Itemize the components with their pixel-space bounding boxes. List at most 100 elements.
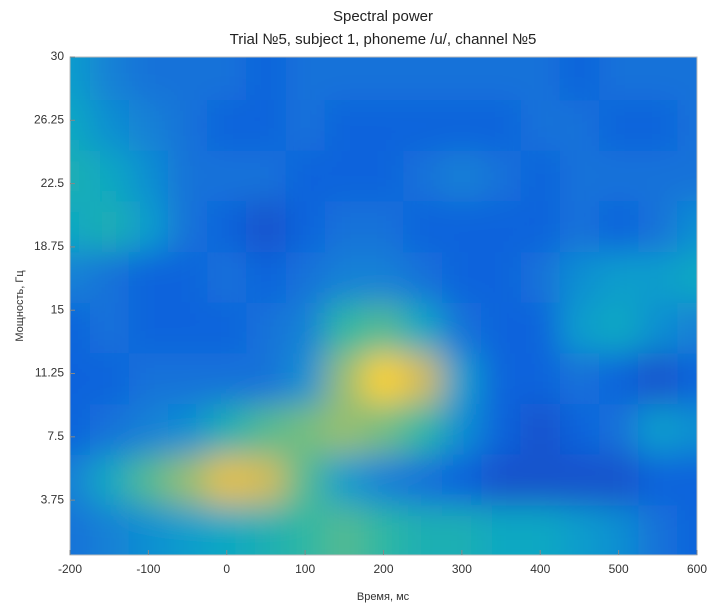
- heat-cell: [403, 403, 444, 455]
- heat-cell: [638, 504, 679, 555]
- heat-cell: [559, 352, 601, 405]
- heat-cell: [167, 403, 209, 455]
- heat-cell: [481, 352, 522, 405]
- heat-cell: [207, 57, 248, 101]
- x-axis-label: Время, мс: [357, 591, 410, 603]
- heat-cell: [89, 57, 130, 101]
- heat-cell: [559, 57, 601, 101]
- heat-cell: [403, 149, 444, 202]
- heat-cell: [559, 403, 601, 455]
- heat-cell: [70, 99, 91, 151]
- heat-cell: [638, 57, 679, 101]
- heat-cell: [520, 99, 561, 151]
- heat-cell: [403, 453, 444, 506]
- heat-cell: [246, 200, 287, 253]
- y-tick-label: 26.25: [34, 112, 64, 126]
- heat-cell: [403, 301, 444, 354]
- x-tick-label: 100: [295, 562, 315, 576]
- y-tick-label: 18.75: [34, 239, 64, 253]
- y-tick-label: 7.5: [47, 429, 64, 443]
- x-tick-label: 200: [373, 562, 393, 576]
- heat-cell: [70, 200, 91, 253]
- heat-cell: [559, 149, 601, 202]
- heat-cell: [285, 251, 326, 303]
- heat-cell: [167, 301, 209, 354]
- heat-cell: [246, 453, 287, 506]
- heat-cell: [167, 200, 209, 253]
- heat-cell: [70, 504, 91, 555]
- heat-cell: [363, 352, 405, 405]
- heat-cell: [403, 352, 444, 405]
- heat-cell: [285, 453, 326, 506]
- heat-cell: [285, 301, 326, 354]
- heat-cell: [520, 57, 561, 101]
- heat-cell: [363, 251, 405, 303]
- heat-cell: [128, 504, 169, 555]
- heat-cell: [442, 403, 483, 455]
- heat-cell: [89, 352, 130, 405]
- heat-cell: [70, 352, 91, 405]
- heat-cell: [442, 57, 483, 101]
- heat-cell: [559, 251, 601, 303]
- heat-cell: [285, 200, 326, 253]
- heat-cell: [442, 301, 483, 354]
- heat-cell: [520, 200, 561, 253]
- heat-cell: [559, 453, 601, 506]
- x-tick-label: 500: [609, 562, 629, 576]
- heat-cell: [481, 504, 522, 555]
- heat-cell: [599, 57, 640, 101]
- heat-cell: [207, 352, 248, 405]
- heat-cell: [638, 403, 679, 455]
- heat-cell: [167, 453, 209, 506]
- heat-cell: [89, 99, 130, 151]
- heat-cell: [520, 403, 561, 455]
- heat-cell: [89, 403, 130, 455]
- heat-cell: [89, 149, 130, 202]
- heat-cell: [442, 149, 483, 202]
- heat-cell: [324, 301, 365, 354]
- heat-cell: [599, 99, 640, 151]
- x-tick-label: -100: [136, 562, 160, 576]
- heat-cell: [638, 99, 679, 151]
- heat-cell: [167, 149, 209, 202]
- heat-cell: [246, 251, 287, 303]
- chart-title: Spectral power: [333, 8, 433, 25]
- heat-cell: [207, 149, 248, 202]
- heat-cell: [403, 504, 444, 555]
- heat-cell: [481, 57, 522, 101]
- heat-cell: [70, 251, 91, 303]
- heat-cell: [70, 453, 91, 506]
- heat-cell: [599, 352, 640, 405]
- heat-cell: [599, 301, 640, 354]
- heat-cell: [520, 352, 561, 405]
- heat-cell: [167, 251, 209, 303]
- heat-cell: [128, 251, 169, 303]
- heat-cell: [599, 149, 640, 202]
- heat-cell: [89, 504, 130, 555]
- heat-cell: [285, 504, 326, 555]
- heat-cell: [363, 149, 405, 202]
- heat-cell: [677, 200, 697, 253]
- heat-cell: [677, 251, 697, 303]
- heat-cell: [363, 453, 405, 506]
- heat-cell: [638, 453, 679, 506]
- heat-cell: [520, 301, 561, 354]
- heat-cell: [128, 352, 169, 405]
- heat-cell: [638, 251, 679, 303]
- heat-cell: [246, 99, 287, 151]
- heat-cell: [324, 352, 365, 405]
- heat-cell: [324, 149, 365, 202]
- heat-cell: [520, 504, 561, 555]
- heat-cell: [677, 57, 697, 101]
- heat-cell: [481, 453, 522, 506]
- heat-cell: [246, 504, 287, 555]
- heat-cell: [167, 352, 209, 405]
- heat-cell: [128, 403, 169, 455]
- heat-cell: [207, 403, 248, 455]
- heat-cell: [481, 99, 522, 151]
- heatmap: [70, 57, 697, 555]
- heat-cell: [559, 200, 601, 253]
- heat-cell: [89, 251, 130, 303]
- heat-cell: [638, 149, 679, 202]
